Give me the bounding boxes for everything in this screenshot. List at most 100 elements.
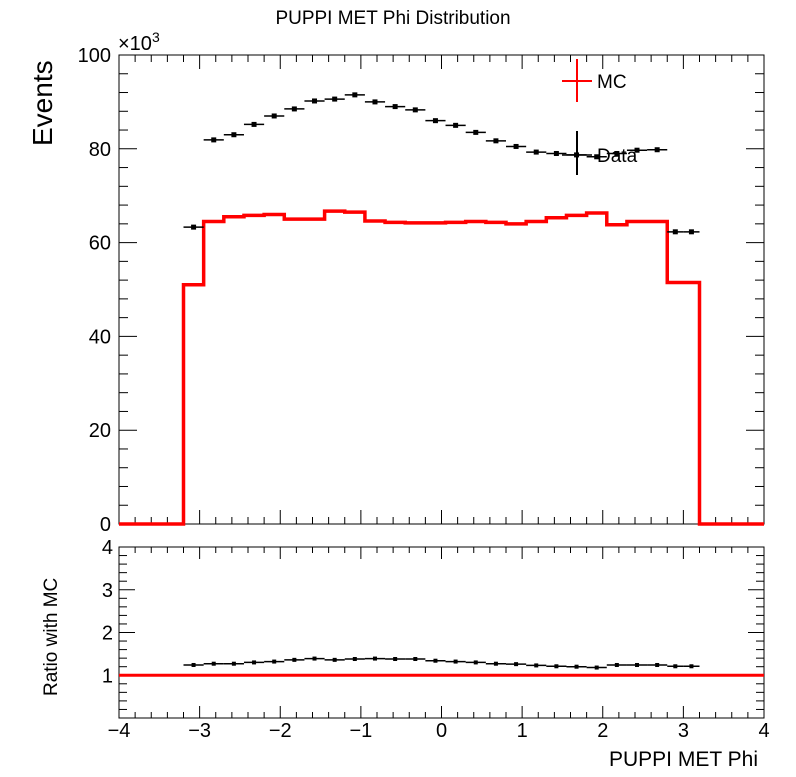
y-multiplier-base: ×10 [118, 33, 152, 55]
ratio-point-marker [534, 663, 539, 668]
ratio-point-marker [372, 656, 377, 661]
data-point-marker [594, 154, 600, 160]
data-point-marker [352, 92, 358, 98]
data-point [243, 121, 265, 127]
data-point-marker [513, 143, 519, 149]
y-tick-label: 20 [89, 420, 111, 442]
data-point-marker [231, 132, 237, 138]
data-point-marker [473, 129, 479, 135]
ratio-point [243, 660, 265, 665]
data-point-marker [634, 147, 640, 153]
data-point [425, 118, 446, 124]
ratio-point [264, 659, 285, 664]
ratio-point-marker [292, 657, 297, 662]
ratio-point-marker [433, 658, 438, 663]
ratio-y-axis: 1 2 3 4 [102, 537, 764, 710]
data-point [606, 150, 627, 156]
ratio-point-marker [514, 662, 519, 667]
ratio-point-marker [272, 659, 277, 664]
main-plot-panel: 0 20 40 60 80 100 Events ×103 MC Data [27, 29, 765, 536]
ratio-point-marker [614, 662, 619, 667]
ratio-point [405, 657, 426, 662]
x-tick-label: 2 [597, 720, 608, 742]
ratio-point-marker [191, 662, 196, 667]
ratio-point-marker [231, 661, 236, 666]
data-point [203, 137, 224, 143]
data-points [183, 92, 700, 235]
mc-step-line [119, 209, 764, 526]
x-tick-label: −1 [349, 720, 372, 742]
ratio-point [606, 662, 627, 667]
ratio-points [183, 656, 700, 670]
y-multiplier: ×103 [118, 29, 160, 55]
data-point [223, 132, 244, 138]
data-point-marker [553, 150, 559, 156]
data-point [465, 129, 486, 135]
main-x-ticks [118, 55, 765, 524]
ratio-point [284, 657, 305, 662]
data-point-marker [332, 96, 338, 102]
ratio-y-tick-label: 2 [102, 623, 113, 645]
ratio-point-marker [655, 662, 660, 667]
x-tick-label: −2 [269, 720, 292, 742]
ratio-point-marker [574, 664, 579, 669]
ratio-point [647, 662, 668, 667]
ratio-point-marker [594, 665, 599, 670]
data-point-marker [614, 150, 620, 156]
y-multiplier-exponent: 3 [152, 29, 160, 45]
ratio-y-tick-label: 3 [102, 580, 113, 602]
data-point-marker [533, 149, 539, 155]
data-point [546, 150, 567, 156]
data-point [647, 147, 668, 153]
data-point [385, 104, 406, 110]
y-tick-label: 80 [89, 139, 111, 161]
ratio-point [626, 662, 648, 667]
data-point-marker [672, 229, 678, 235]
main-y-axis-label: Events [27, 60, 58, 146]
ratio-point [506, 662, 527, 667]
legend-entry-data: Data [562, 131, 638, 175]
x-tick-label: 1 [517, 720, 528, 742]
data-point [364, 99, 386, 105]
legend-data-label: Data [597, 146, 638, 167]
x-tick-label: 3 [678, 720, 689, 742]
mc-histogram [119, 209, 764, 526]
ratio-point-marker [554, 664, 559, 669]
data-point-marker [372, 99, 378, 105]
ratio-point-marker [673, 664, 678, 669]
data-point-marker [191, 224, 197, 230]
x-tick-label: 0 [436, 720, 447, 742]
data-point [506, 143, 527, 149]
data-point-marker [654, 147, 660, 153]
data-point [284, 106, 305, 112]
ratio-point [203, 661, 224, 666]
legend-entry-mc: MC [562, 59, 627, 102]
ratio-point-marker [689, 664, 694, 669]
ratio-point [324, 657, 345, 662]
main-y-axis: 0 20 40 60 80 100 [78, 45, 764, 536]
ratio-point [344, 657, 365, 662]
ratio-point [445, 659, 466, 664]
ratio-point-marker [393, 657, 398, 662]
ratio-point-marker [332, 657, 337, 662]
ratio-point [425, 658, 446, 663]
data-point-marker [291, 106, 297, 112]
y-tick-label: 100 [78, 45, 111, 67]
data-point [683, 229, 700, 235]
ratio-point [526, 663, 547, 668]
data-point-marker [493, 138, 499, 144]
y-tick-label: 0 [100, 514, 111, 536]
data-point [344, 92, 365, 98]
ratio-point [223, 661, 244, 666]
main-plot-frame [118, 54, 765, 525]
data-point [304, 98, 325, 104]
ratio-point-marker [211, 661, 216, 666]
x-tick-label: 4 [758, 720, 769, 742]
data-point [405, 107, 426, 113]
ratio-point [683, 664, 700, 669]
data-point [264, 113, 285, 119]
ratio-point-marker [252, 660, 257, 665]
ratio-y-axis-label: Ratio with MC [41, 578, 62, 696]
data-point-marker [688, 229, 694, 235]
